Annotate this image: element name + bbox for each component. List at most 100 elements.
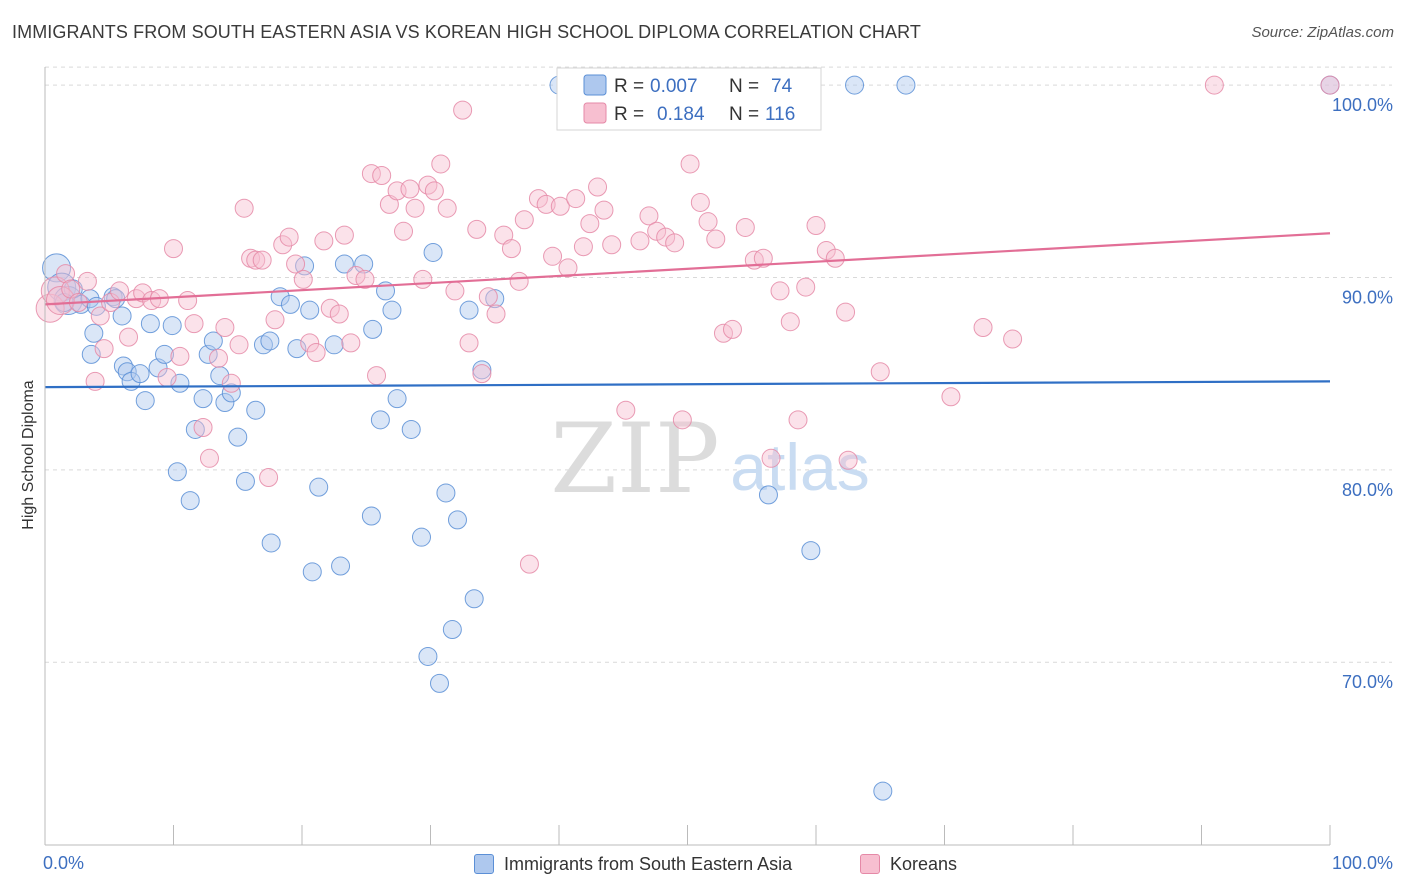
point-korean <box>77 271 97 291</box>
point-korean <box>519 554 539 574</box>
point-korean <box>424 181 444 201</box>
point-korean <box>215 317 235 337</box>
point-korean <box>1320 75 1340 95</box>
point-korean <box>467 219 487 239</box>
point-sea <box>185 419 205 439</box>
point-sea <box>447 510 467 530</box>
point-korean <box>314 231 334 251</box>
x-tick-label: 100.0% <box>1332 853 1393 873</box>
point-sea <box>130 364 150 384</box>
point-korean <box>1204 75 1224 95</box>
point-korean <box>761 448 781 468</box>
point-korean <box>602 235 622 255</box>
point-korean <box>367 366 387 386</box>
legend-r-value: 0.184 <box>657 104 705 125</box>
point-korean <box>630 231 650 251</box>
point-korean <box>341 333 361 353</box>
point-sea <box>442 620 462 640</box>
point-korean <box>199 448 219 468</box>
point-sea <box>167 462 187 482</box>
point-korean <box>616 400 636 420</box>
point-korean <box>706 229 726 249</box>
point-sea <box>354 254 374 274</box>
point-korean <box>665 233 685 253</box>
point-sea <box>412 527 432 547</box>
point-sea <box>418 646 438 666</box>
point-korean <box>796 277 816 297</box>
point-sea <box>287 339 307 359</box>
point-korean <box>543 246 563 266</box>
point-korean <box>246 250 266 270</box>
point-korean <box>45 286 75 316</box>
point-korean <box>431 154 451 174</box>
point-korean <box>478 287 498 307</box>
point-korean <box>94 339 114 359</box>
point-korean <box>836 302 856 322</box>
point-korean <box>265 310 285 330</box>
point-korean <box>170 346 190 366</box>
point-sea <box>42 253 72 283</box>
y-tick-label: 90.0% <box>1342 287 1393 307</box>
point-korean <box>320 298 340 318</box>
point-korean <box>550 196 570 216</box>
point-sea <box>401 419 421 439</box>
point-korean <box>445 281 465 301</box>
point-korean <box>306 342 326 362</box>
point-sea <box>436 483 456 503</box>
point-korean <box>770 281 790 301</box>
point-sea <box>210 366 230 386</box>
point-korean <box>193 418 213 438</box>
point-korean <box>838 450 858 470</box>
point-korean <box>528 189 548 209</box>
point-korean <box>639 206 659 226</box>
point-sea <box>423 242 443 262</box>
point-sea <box>363 319 383 339</box>
point-sea <box>193 389 213 409</box>
point-korean <box>558 258 578 278</box>
point-korean <box>394 221 414 241</box>
point-korean <box>259 468 279 488</box>
point-korean <box>735 217 755 237</box>
point-sea <box>334 254 354 274</box>
point-korean <box>825 248 845 268</box>
point-sea <box>280 294 300 314</box>
legend-swatch-blue <box>583 74 607 96</box>
point-korean <box>594 200 614 220</box>
point-korean <box>35 293 65 323</box>
point-korean <box>300 333 320 353</box>
point-sea <box>180 491 200 511</box>
point-korean <box>405 198 425 218</box>
point-korean <box>459 333 479 353</box>
point-korean <box>90 306 110 326</box>
x-tick-label: 0.0% <box>43 853 84 873</box>
point-sea <box>246 400 266 420</box>
point-korean <box>486 304 506 324</box>
legend-r-value: 0.007 <box>650 76 698 97</box>
y-tick-label: 80.0% <box>1342 480 1393 500</box>
point-sea <box>801 541 821 561</box>
point-sea <box>221 383 241 403</box>
point-sea <box>845 75 865 95</box>
trend-line-korean <box>44 232 1331 306</box>
point-korean <box>184 314 204 334</box>
point-korean <box>1003 329 1023 349</box>
point-korean <box>413 269 433 289</box>
point-sea <box>155 344 175 364</box>
point-korean <box>722 319 742 339</box>
watermark-atlas: atlas <box>730 430 869 504</box>
point-korean <box>40 276 70 306</box>
point-korean <box>334 225 354 245</box>
point-korean <box>157 368 177 388</box>
point-korean <box>514 210 534 230</box>
point-korean <box>647 221 667 241</box>
legend-n-label: N = <box>729 104 759 125</box>
point-sea <box>81 344 101 364</box>
point-korean <box>142 291 162 311</box>
point-sea <box>300 300 320 320</box>
point-sea <box>215 393 235 413</box>
point-korean <box>672 410 692 430</box>
point-korean <box>501 239 521 259</box>
point-korean <box>941 387 961 407</box>
point-korean <box>208 348 228 368</box>
